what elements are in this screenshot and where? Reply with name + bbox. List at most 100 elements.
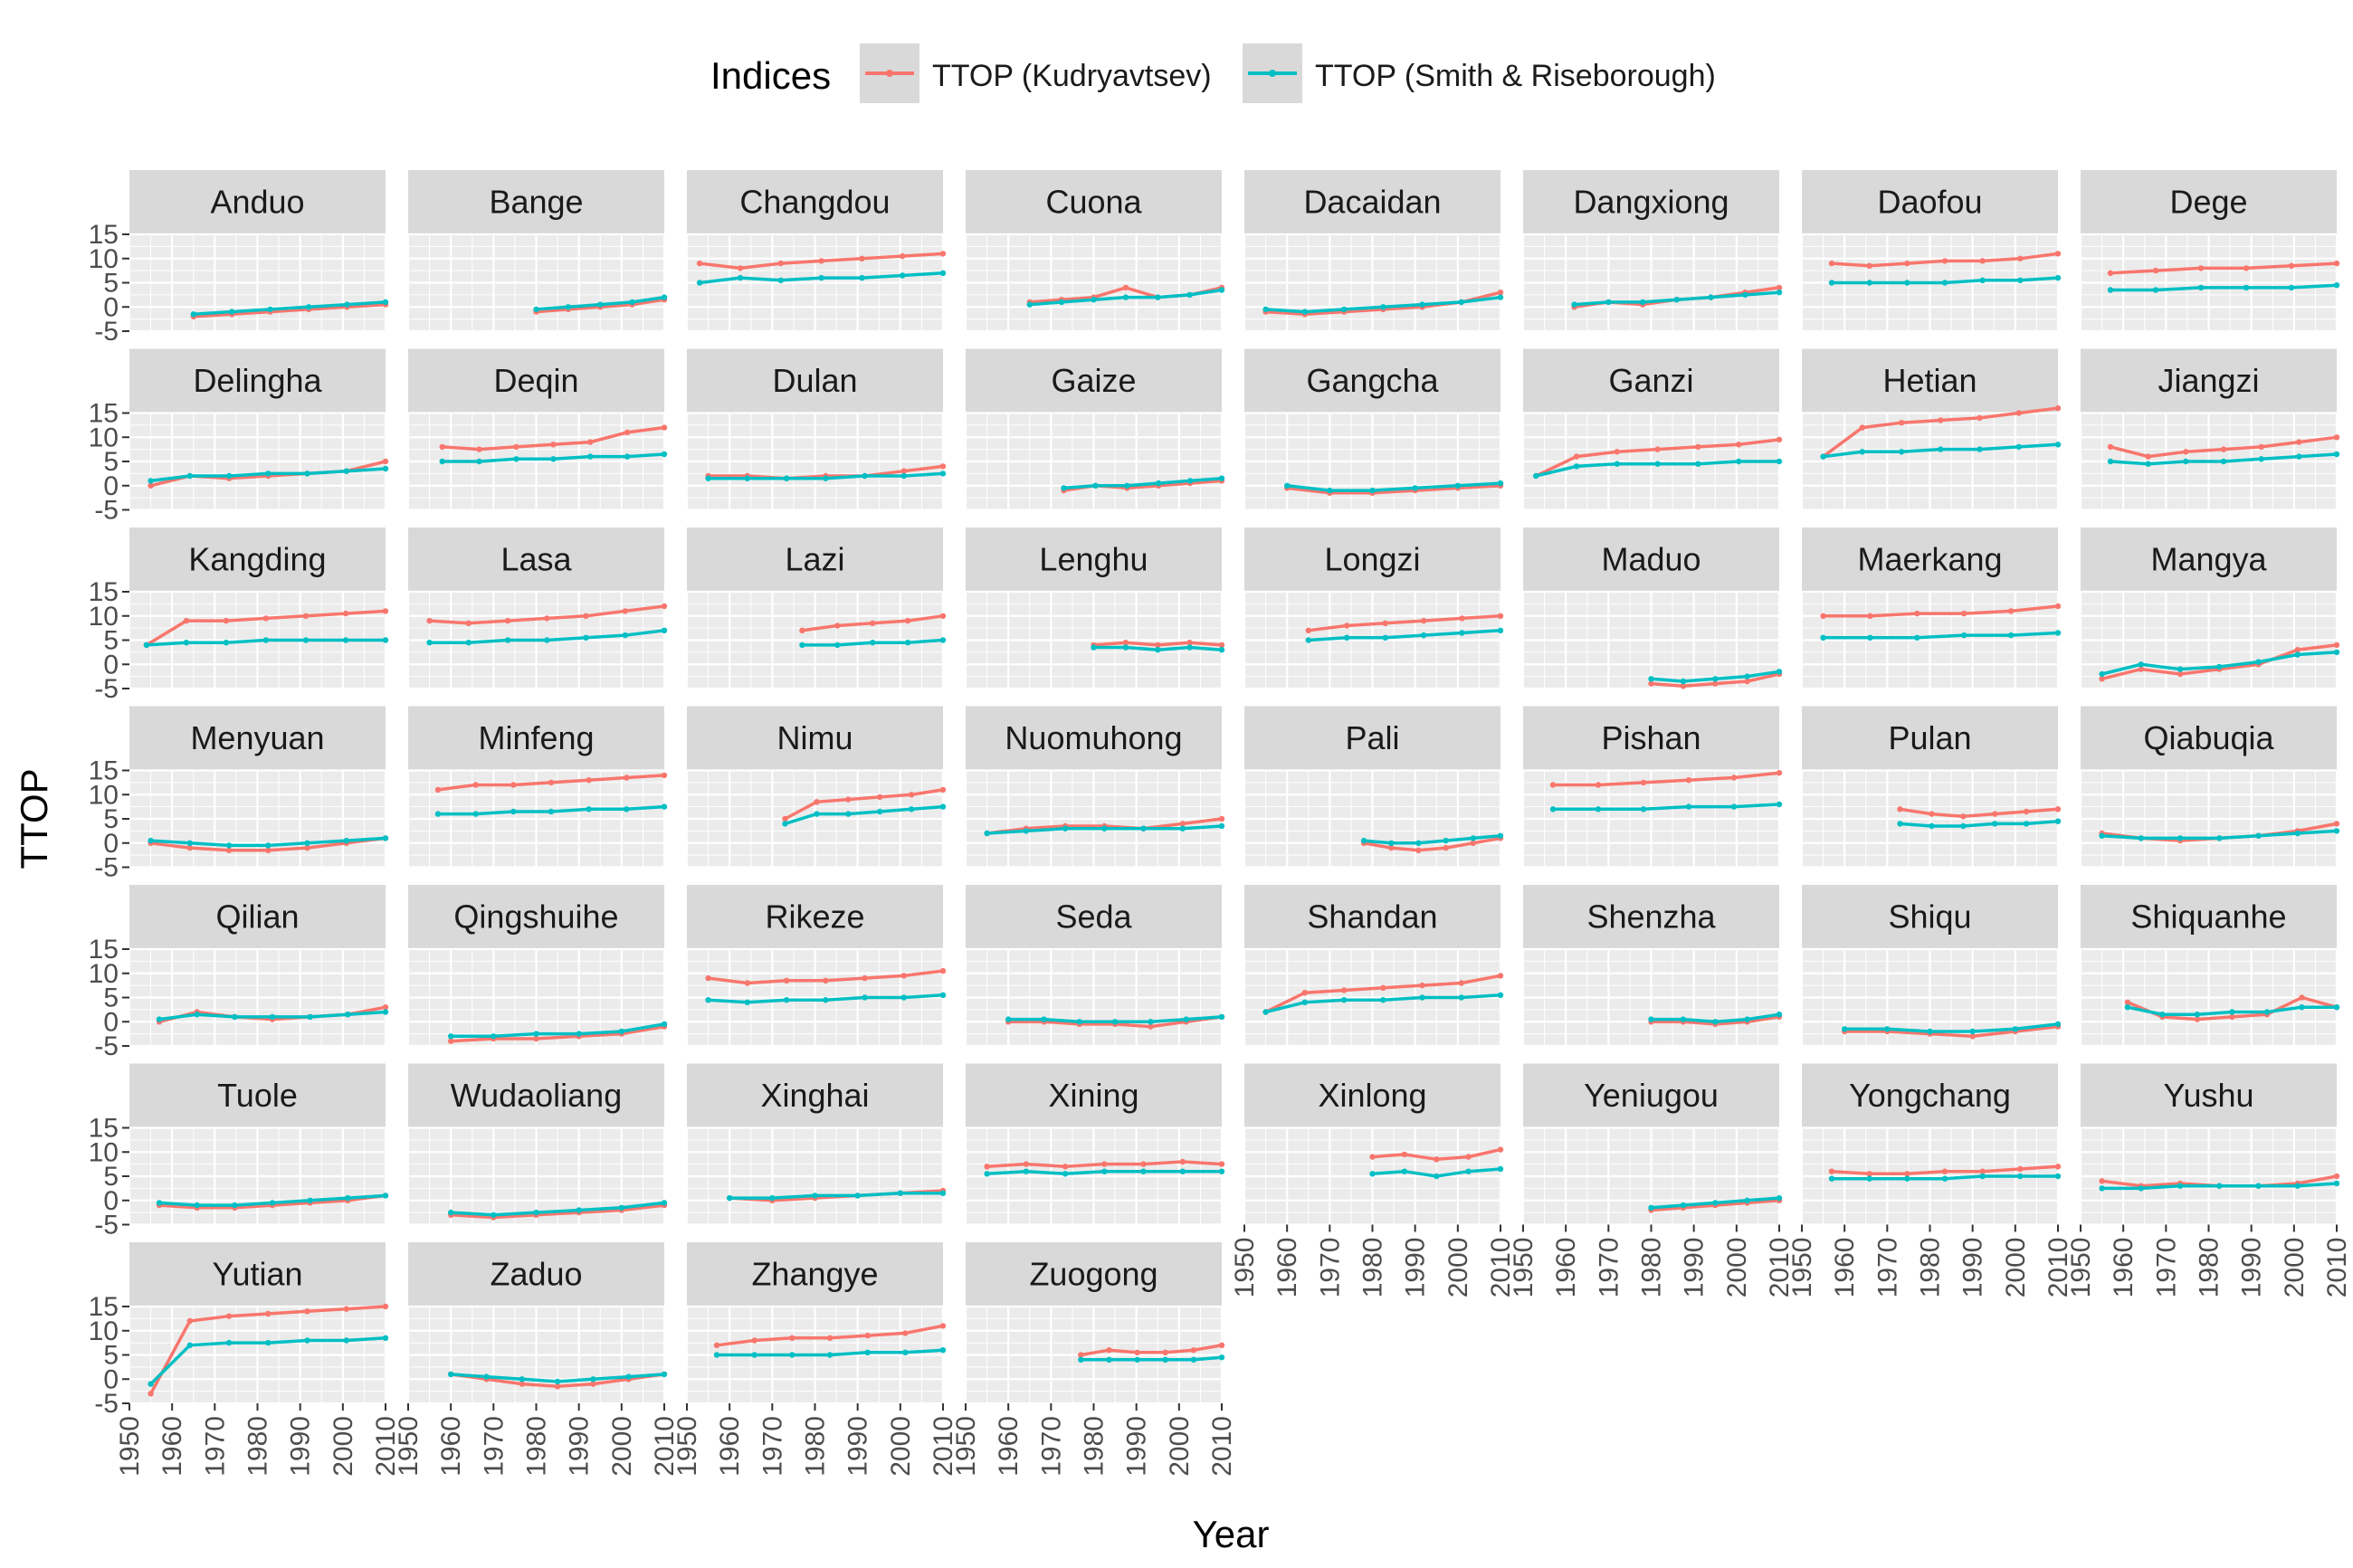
point-smith-tuole xyxy=(269,1200,276,1206)
strip-label-qiabuqia: Qiabuqia xyxy=(2143,719,2274,756)
point-smith-maerkang xyxy=(1961,632,1967,639)
point-smith-xining xyxy=(1101,1168,1108,1174)
point-smith-hetian xyxy=(1820,453,1826,460)
grid-pulan xyxy=(1800,769,2060,869)
point-kudryavtsev-dege xyxy=(2107,270,2114,276)
point-smith-minfeng xyxy=(434,811,442,817)
point-kudryavtsev-dulan xyxy=(939,463,947,470)
x-tick-label: 2010 xyxy=(1207,1416,1237,1477)
point-kudryavtsev-yongchang xyxy=(1904,1171,1910,1177)
series-line-smith-pali xyxy=(1363,833,1501,845)
point-kudryavtsev-xining xyxy=(1023,1161,1030,1167)
x-tick-label: 2000 xyxy=(607,1416,637,1477)
point-smith-daofou xyxy=(1904,280,1910,286)
point-smith-pishan xyxy=(1640,806,1647,813)
x-tick-label: 1950 xyxy=(394,1416,424,1477)
point-smith-zhangye xyxy=(826,1352,834,1358)
point-smith-tuole xyxy=(194,1202,200,1209)
point-kudryavtsev-yutian xyxy=(148,1391,154,1397)
point-smith-zhangye xyxy=(713,1352,720,1358)
point-smith-daofou xyxy=(2054,274,2062,281)
point-smith-shenzha xyxy=(1648,1016,1654,1022)
x-tick-label: 2010 xyxy=(650,1416,680,1477)
point-kudryavtsev-kangding xyxy=(223,617,230,624)
strip-label-pali: Pali xyxy=(1345,719,1399,756)
point-smith-lenghu xyxy=(1186,644,1193,651)
point-smith-shiquanhe xyxy=(2124,1004,2131,1011)
y-tick-label: 5 xyxy=(103,269,119,299)
point-kudryavtsev-minfeng xyxy=(586,777,592,784)
point-kudryavtsev-zhangye xyxy=(789,1335,795,1342)
legend-label-kudryavtsev: TTOP (Kudryavtsev) xyxy=(932,59,1212,93)
point-smith-changdou xyxy=(696,280,703,286)
point-smith-hetian xyxy=(1859,449,1865,455)
point-smith-pali xyxy=(1470,835,1477,841)
point-smith-dege xyxy=(2333,282,2340,289)
y-tick-label: -5 xyxy=(94,1389,119,1419)
point-smith-qiabuqia xyxy=(2138,835,2144,841)
legend-key-smith-point xyxy=(1269,70,1276,77)
point-kudryavtsev-xining xyxy=(1062,1164,1069,1170)
strip-label-nuomuhong: Nuomuhong xyxy=(1005,719,1182,756)
point-smith-zuogong xyxy=(1190,1356,1197,1364)
point-kudryavtsev-pishan xyxy=(1776,770,1783,776)
series-line-kudryavtsev-dege xyxy=(2110,261,2338,275)
point-smith-jiangzi xyxy=(2296,453,2302,460)
point-kudryavtsev-daofou xyxy=(1866,262,1872,269)
x-tick-label: 2000 xyxy=(1722,1238,1752,1298)
grid-anduo xyxy=(128,233,387,333)
point-kudryavtsev-lasa xyxy=(465,620,472,626)
point-kudryavtsev-lasa xyxy=(661,603,668,610)
point-smith-changdou xyxy=(859,274,865,281)
y-tick-label: 10 xyxy=(89,1137,119,1167)
point-smith-yutian xyxy=(225,1339,233,1346)
point-kudryavtsev-lazi xyxy=(870,620,876,626)
strip-qilian xyxy=(129,885,386,949)
strip-bange xyxy=(408,170,664,234)
strip-dege xyxy=(2081,170,2337,234)
panel-pali: Pali xyxy=(1243,706,1504,869)
point-kudryavtsev-changdou xyxy=(939,251,947,257)
series-line-smith-pulan xyxy=(1900,819,2059,828)
point-smith-lenghu xyxy=(1122,644,1129,651)
strip-pali xyxy=(1244,706,1500,771)
strip-label-delingha: Delingha xyxy=(193,362,322,399)
y-tick-label: 0 xyxy=(103,650,119,679)
x-tick-label: 1980 xyxy=(1080,1416,1110,1477)
x-axis-title: Year xyxy=(1193,1513,1270,1555)
strip-label-lazi: Lazi xyxy=(785,541,844,578)
point-smith-maerkang xyxy=(2007,632,2015,639)
point-smith-seda xyxy=(1041,1016,1047,1022)
x-tick-label: 1990 xyxy=(565,1416,595,1477)
point-smith-shenzha xyxy=(1680,1016,1687,1022)
point-smith-dulan xyxy=(900,472,907,480)
panel-xining: Xining xyxy=(964,1063,1225,1226)
point-smith-pulan xyxy=(1897,821,1903,827)
strip-seda xyxy=(966,885,1222,949)
point-kudryavtsev-nimu xyxy=(908,792,915,798)
point-smith-cuona xyxy=(1186,291,1193,299)
series-line-smith-zuogong xyxy=(1081,1355,1223,1362)
strip-shiqu xyxy=(1802,885,2058,949)
point-smith-changdou xyxy=(737,274,744,281)
point-kudryavtsev-daofou xyxy=(1828,260,1835,267)
point-smith-minfeng xyxy=(510,808,517,815)
panel-tuole: Tuole xyxy=(128,1063,389,1226)
point-smith-wudaoliang xyxy=(576,1207,582,1213)
x-tick-label: 1980 xyxy=(1358,1238,1388,1298)
point-kudryavtsev-dege xyxy=(2197,265,2205,271)
point-smith-deqin xyxy=(624,453,631,460)
point-smith-dacaidan xyxy=(1262,306,1269,313)
point-kudryavtsev-pishan xyxy=(1730,774,1738,781)
panel-jiangzi: Jiangzi xyxy=(2079,348,2340,511)
panel-dege: Dege xyxy=(2079,170,2340,333)
strip-label-maduo: Maduo xyxy=(1601,541,1700,578)
panel-shiqu: Shiqu xyxy=(1800,885,2062,1048)
strip-label-hetian: Hetian xyxy=(1882,362,1977,399)
point-smith-wudaoliang xyxy=(618,1204,624,1212)
point-smith-ganzi xyxy=(1614,461,1621,467)
panel-minfeng: Minfeng xyxy=(406,706,668,869)
point-kudryavtsev-zhangye xyxy=(713,1342,720,1349)
point-smith-deqin xyxy=(550,456,557,462)
panel-dangxiong: Dangxiong xyxy=(1521,170,1783,333)
